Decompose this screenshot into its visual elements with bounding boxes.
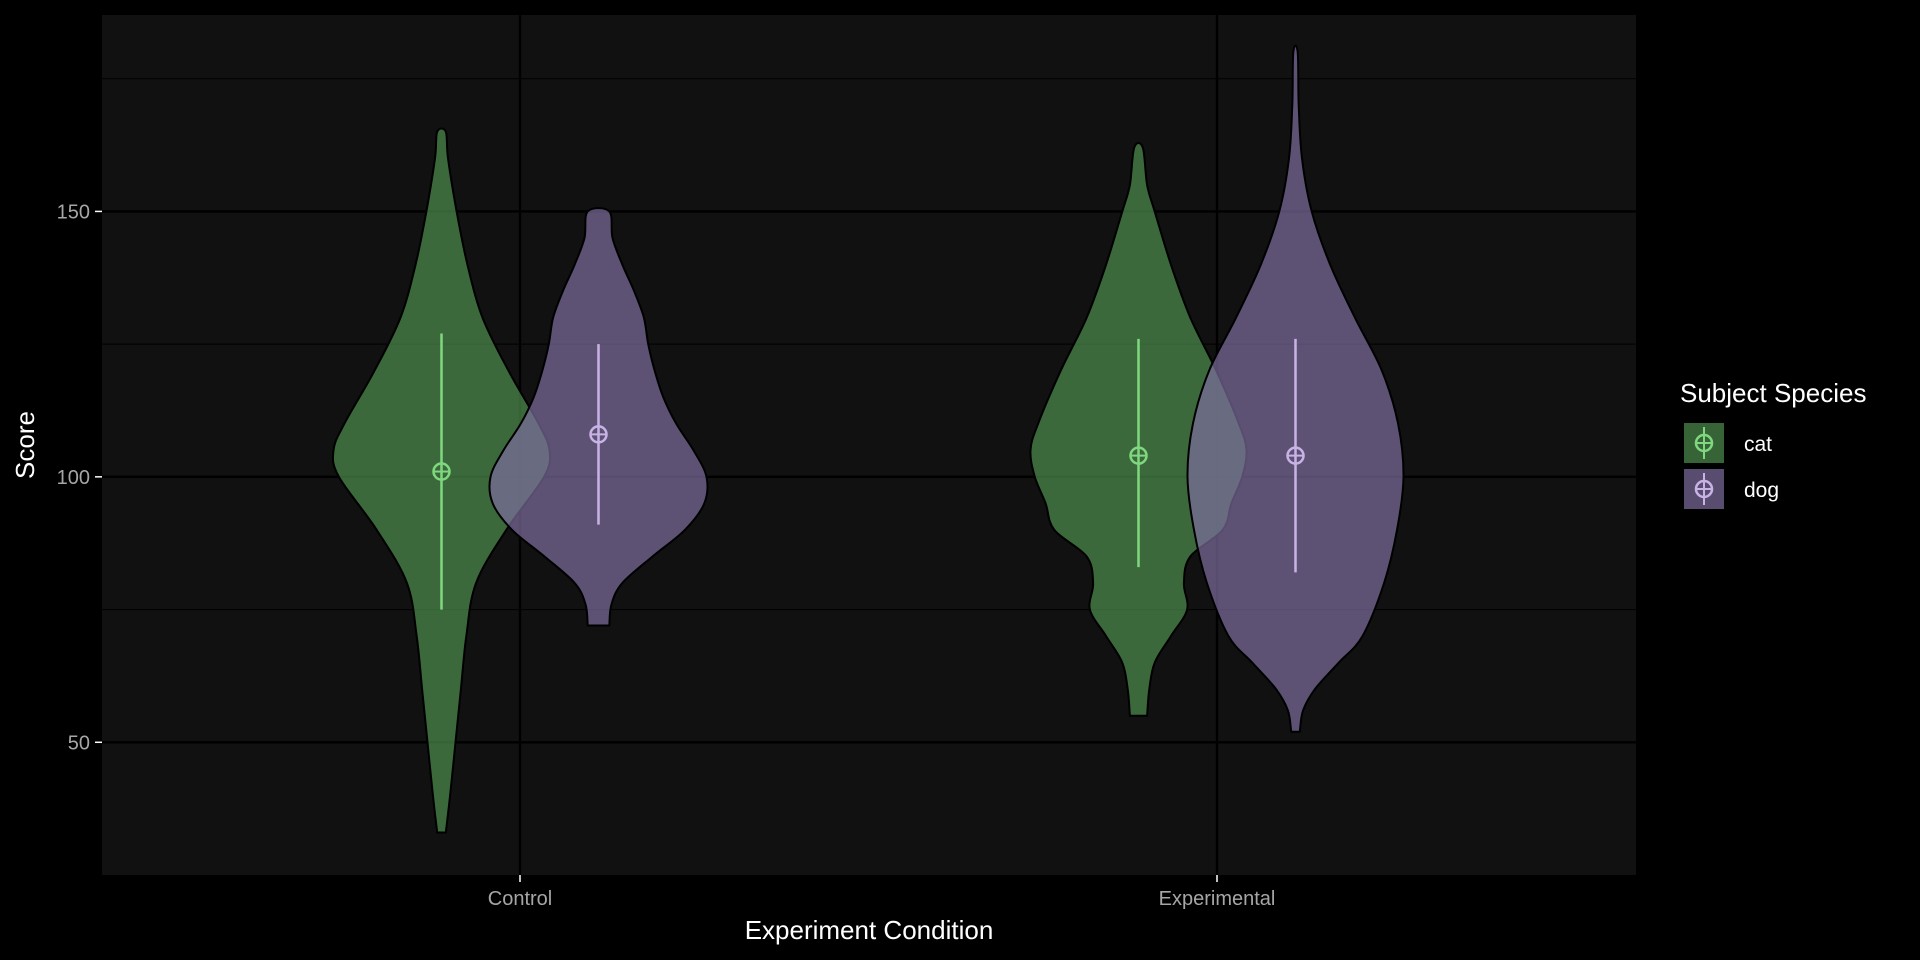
x-axis-ticks: Control Experimental: [488, 875, 1276, 910]
x-axis-title: Experiment Condition: [745, 915, 994, 945]
y-axis-title: Score: [10, 411, 40, 479]
y-tick-label: 50: [68, 732, 90, 754]
grid-lines: [102, 15, 1636, 875]
legend-title: Subject Species: [1680, 378, 1866, 408]
y-tick-label: 100: [57, 467, 90, 489]
x-tick-label: Experimental: [1159, 888, 1276, 910]
legend-label-dog: dog: [1744, 479, 1779, 502]
violins: [331, 44, 1405, 834]
legend-label-cat: cat: [1744, 433, 1772, 456]
legend: Subject Species cat dog: [1680, 378, 1866, 509]
plot-panel: [102, 15, 1636, 875]
y-axis-ticks: 50 100 150: [57, 201, 102, 754]
y-tick-label: 150: [57, 201, 90, 223]
x-tick-label: Control: [488, 888, 552, 910]
